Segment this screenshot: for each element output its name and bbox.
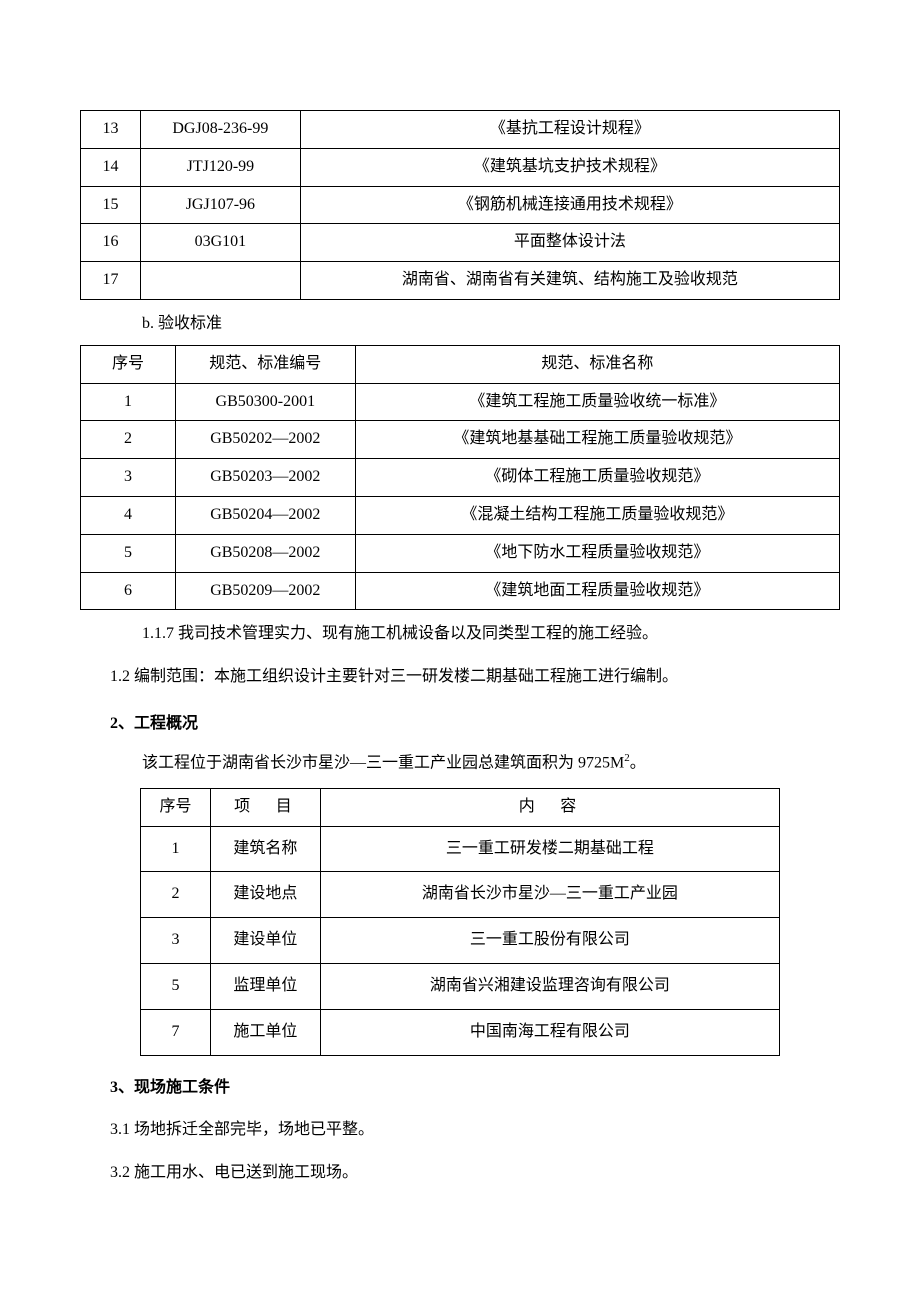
cell-item: 施工单位: [210, 1009, 320, 1055]
cell-content: 三一重工股份有限公司: [320, 918, 779, 964]
cell-name: 《建筑地基基础工程施工质量验收规范》: [355, 421, 839, 459]
subsection-b-label: b. 验收标准: [78, 310, 842, 339]
cell-code: GB50208—2002: [175, 534, 355, 572]
cell-content: 湖南省长沙市星沙—三一重工产业园: [320, 872, 779, 918]
para-3-1: 3.1 场地拆迁全部完毕，场地已平整。: [78, 1116, 842, 1145]
table-row: 3建设单位三一重工股份有限公司: [141, 918, 780, 964]
table-row: 17 湖南省、湖南省有关建筑、结构施工及验收规范: [81, 262, 840, 300]
header-seq: 序号: [81, 345, 176, 383]
cell-name: 《建筑工程施工质量验收统一标准》: [355, 383, 839, 421]
cell-code: GB50204—2002: [175, 496, 355, 534]
table-header-row: 序号 规范、标准编号 规范、标准名称: [81, 345, 840, 383]
cell-seq: 3: [81, 459, 176, 497]
cell-content: 湖南省兴湘建设监理咨询有限公司: [320, 964, 779, 1010]
cell-seq: 2: [141, 872, 211, 918]
cell-content: 三一重工研发楼二期基础工程: [320, 826, 779, 872]
table-row: 5GB50208—2002《地下防水工程质量验收规范》: [81, 534, 840, 572]
cell-name: 《基抗工程设计规程》: [300, 111, 839, 149]
cell-item: 建设地点: [210, 872, 320, 918]
cell-code: JGJ107-96: [140, 186, 300, 224]
cell-name: 《建筑基坑支护技术规程》: [300, 148, 839, 186]
cell-seq: 16: [81, 224, 141, 262]
cell-item: 建设单位: [210, 918, 320, 964]
table-row: 13DGJ08-236-99《基抗工程设计规程》: [81, 111, 840, 149]
cell-code: GB50203—2002: [175, 459, 355, 497]
cell-seq: 1: [141, 826, 211, 872]
header-item: 项 目: [210, 788, 320, 826]
cell-name: 《砌体工程施工质量验收规范》: [355, 459, 839, 497]
cell-seq: 17: [81, 262, 141, 300]
overview-text: 该工程位于湖南省长沙市星沙—三一重工产业园总建筑面积为 9725M2。: [78, 749, 842, 778]
table-row: 14JTJ120-99《建筑基坑支护技术规程》: [81, 148, 840, 186]
overview-post: 。: [630, 754, 646, 771]
cell-seq: 5: [81, 534, 176, 572]
table-row: 1建筑名称三一重工研发楼二期基础工程: [141, 826, 780, 872]
standards-table-1: 13DGJ08-236-99《基抗工程设计规程》14JTJ120-99《建筑基坑…: [80, 110, 840, 300]
cell-code: JTJ120-99: [140, 148, 300, 186]
cell-seq: 1: [81, 383, 176, 421]
cell-seq: 2: [81, 421, 176, 459]
table-row: 2建设地点湖南省长沙市星沙—三一重工产业园: [141, 872, 780, 918]
header-content: 内 容: [320, 788, 779, 826]
cell-code: GB50209—2002: [175, 572, 355, 610]
table-row: 7施工单位中国南海工程有限公司: [141, 1009, 780, 1055]
header-code: 规范、标准编号: [175, 345, 355, 383]
overview-pre: 该工程位于湖南省长沙市星沙—三一重工产业园总建筑面积为 9725M: [142, 754, 624, 771]
header-seq: 序号: [141, 788, 211, 826]
table-row: 1603G101平面整体设计法: [81, 224, 840, 262]
cell-seq: 5: [141, 964, 211, 1010]
heading-section-3: 3、现场施工条件: [78, 1074, 842, 1103]
cell-seq: 7: [141, 1009, 211, 1055]
para-1-2: 1.2 编制范围：本施工组织设计主要针对三一研发楼二期基础工程施工进行编制。: [78, 663, 842, 692]
heading-section-2: 2、工程概况: [78, 710, 842, 739]
table-row: 15JGJ107-96《钢筋机械连接通用技术规程》: [81, 186, 840, 224]
cell-name: 平面整体设计法: [300, 224, 839, 262]
cell-code: 03G101: [140, 224, 300, 262]
table-row: 5监理单位湖南省兴湘建设监理咨询有限公司: [141, 964, 780, 1010]
table-row: 6GB50209—2002《建筑地面工程质量验收规范》: [81, 572, 840, 610]
cell-content: 中国南海工程有限公司: [320, 1009, 779, 1055]
cell-seq: 13: [81, 111, 141, 149]
table-header-row: 序号 项 目 内 容: [141, 788, 780, 826]
cell-item: 建筑名称: [210, 826, 320, 872]
cell-seq: 14: [81, 148, 141, 186]
cell-code: GB50202—2002: [175, 421, 355, 459]
para-3-2: 3.2 施工用水、电已送到施工现场。: [78, 1159, 842, 1188]
table-row: 3GB50203—2002《砌体工程施工质量验收规范》: [81, 459, 840, 497]
cell-name: 《建筑地面工程质量验收规范》: [355, 572, 839, 610]
cell-name: 湖南省、湖南省有关建筑、结构施工及验收规范: [300, 262, 839, 300]
cell-seq: 4: [81, 496, 176, 534]
acceptance-standards-table: 序号 规范、标准编号 规范、标准名称 1GB50300-2001《建筑工程施工质…: [80, 345, 840, 611]
cell-name: 《地下防水工程质量验收规范》: [355, 534, 839, 572]
cell-item: 监理单位: [210, 964, 320, 1010]
header-name: 规范、标准名称: [355, 345, 839, 383]
project-info-table: 序号 项 目 内 容 1建筑名称三一重工研发楼二期基础工程2建设地点湖南省长沙市…: [140, 788, 780, 1056]
table-row: 1GB50300-2001《建筑工程施工质量验收统一标准》: [81, 383, 840, 421]
table-row: 2GB50202—2002《建筑地基基础工程施工质量验收规范》: [81, 421, 840, 459]
cell-code: [140, 262, 300, 300]
cell-name: 《混凝土结构工程施工质量验收规范》: [355, 496, 839, 534]
cell-code: DGJ08-236-99: [140, 111, 300, 149]
cell-seq: 6: [81, 572, 176, 610]
table-row: 4GB50204—2002《混凝土结构工程施工质量验收规范》: [81, 496, 840, 534]
cell-seq: 15: [81, 186, 141, 224]
cell-code: GB50300-2001: [175, 383, 355, 421]
para-1-1-7: 1.1.7 我司技术管理实力、现有施工机械设备以及同类型工程的施工经验。: [78, 620, 842, 649]
cell-seq: 3: [141, 918, 211, 964]
cell-name: 《钢筋机械连接通用技术规程》: [300, 186, 839, 224]
